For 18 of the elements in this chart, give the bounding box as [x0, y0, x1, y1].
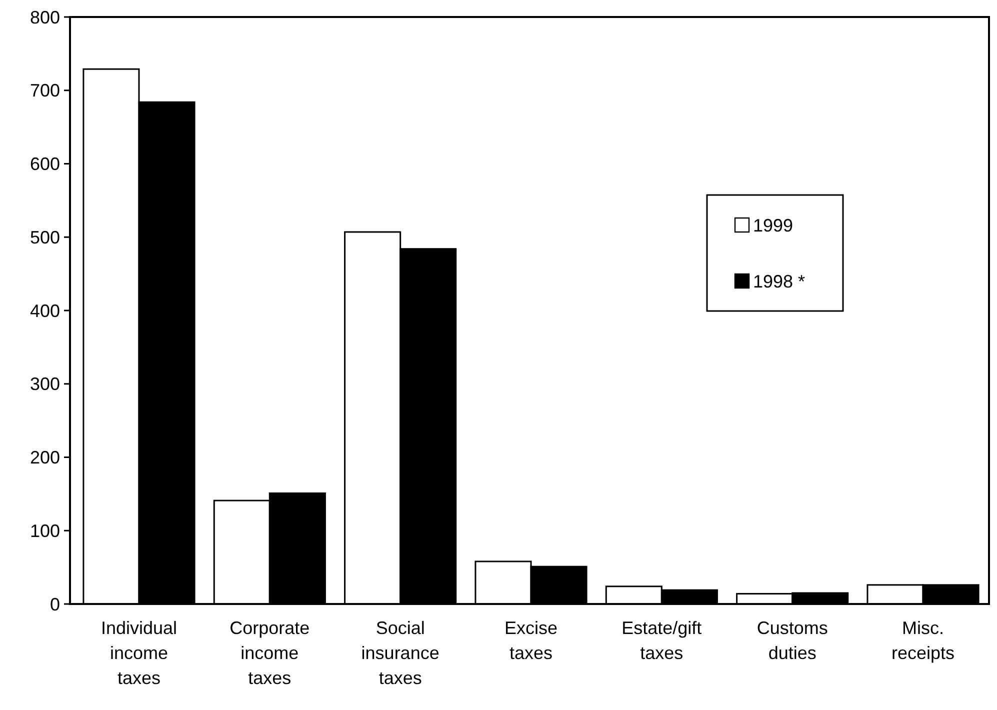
y-tick-label: 800	[30, 7, 60, 28]
y-tick-label: 400	[30, 300, 60, 321]
y-tick-label: 500	[30, 227, 60, 248]
y-tick-label: 200	[30, 448, 60, 468]
x-tick-label: Corporate income taxes	[230, 618, 310, 688]
x-tick-label: Estate/gift taxes	[622, 618, 702, 663]
y-tick-label: 0	[50, 594, 60, 614]
y-tick-label: 700	[30, 80, 60, 101]
y-tick-label: 600	[30, 154, 60, 174]
x-tick-label: Social insurance taxes	[361, 618, 440, 688]
x-tick-label: Excise taxes	[504, 618, 558, 663]
y-tick-label: 100	[30, 520, 60, 541]
legend-label: 1998 *	[753, 271, 806, 292]
x-tick-label: Customs duties	[756, 618, 828, 663]
legend-label: 1999	[753, 215, 794, 236]
x-tick-label: Individual income taxes	[100, 618, 178, 688]
x-tick-label: Misc. receipts	[891, 618, 955, 663]
y-tick-label: 300	[30, 374, 60, 394]
